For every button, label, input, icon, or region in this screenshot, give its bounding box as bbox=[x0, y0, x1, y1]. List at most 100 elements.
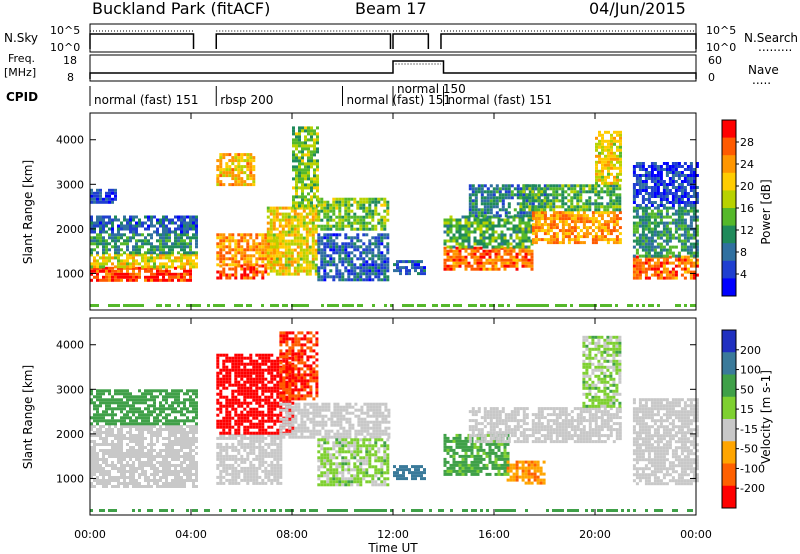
heatmap-cell bbox=[558, 217, 562, 221]
heatmap-cell bbox=[183, 470, 186, 473]
heatmap-cell bbox=[665, 276, 669, 280]
heatmap-cell bbox=[305, 224, 309, 228]
heatmap-cell bbox=[350, 224, 354, 228]
heatmap-cell bbox=[222, 273, 226, 277]
heatmap-cell bbox=[597, 193, 601, 197]
cpid-entry: normal (fast) 151 bbox=[94, 93, 198, 107]
heatmap-cell bbox=[323, 251, 327, 255]
heatmap-cell bbox=[153, 455, 156, 458]
heatmap-cell bbox=[332, 251, 336, 255]
heatmap-cell bbox=[282, 304, 285, 307]
heatmap-cell bbox=[237, 177, 241, 181]
heatmap-cell bbox=[515, 242, 519, 246]
heatmap-cell bbox=[534, 235, 538, 239]
heatmap-cell bbox=[579, 220, 583, 224]
heatmap-cell bbox=[461, 236, 465, 240]
heatmap-cell bbox=[671, 233, 675, 237]
heatmap-cell bbox=[111, 461, 114, 464]
heatmap-cell bbox=[304, 168, 307, 172]
heatmap-cell bbox=[222, 171, 226, 175]
heatmap-cell bbox=[555, 187, 559, 191]
heatmap-cell bbox=[147, 410, 150, 414]
heatmap-cell bbox=[567, 223, 571, 227]
heatmap-cell bbox=[647, 206, 651, 210]
heatmap-cell bbox=[347, 278, 351, 282]
heatmap-cell bbox=[195, 431, 198, 434]
heatmap-cell bbox=[195, 476, 198, 479]
heatmap-cell bbox=[446, 230, 450, 234]
heatmap-cell bbox=[468, 199, 472, 203]
heatmap-cell bbox=[102, 470, 105, 473]
heatmap-cell bbox=[162, 275, 165, 279]
heatmap-cell bbox=[228, 267, 232, 271]
heatmap-cell bbox=[174, 401, 177, 405]
heatmap-cell bbox=[601, 148, 604, 152]
near-range-strip bbox=[90, 304, 696, 307]
heatmap-cell bbox=[144, 262, 147, 266]
heatmap-cell bbox=[506, 242, 510, 246]
heatmap-cell bbox=[686, 236, 690, 240]
heatmap-region bbox=[90, 389, 198, 426]
heatmap-cell bbox=[138, 239, 141, 243]
heatmap-cell bbox=[534, 214, 538, 218]
heatmap-cell bbox=[159, 431, 162, 434]
heatmap-cell bbox=[138, 233, 141, 237]
heatmap-cell bbox=[674, 254, 678, 258]
heatmap-cell bbox=[692, 174, 696, 177]
heatmap-cell bbox=[301, 129, 304, 133]
heatmap-cell bbox=[527, 258, 531, 262]
heatmap-cell bbox=[671, 236, 675, 240]
heatmap-cell bbox=[165, 449, 168, 452]
heatmap-cell bbox=[326, 233, 330, 237]
heatmap-cell bbox=[171, 452, 174, 455]
heatmap-cell bbox=[276, 263, 280, 267]
heatmap-cell bbox=[108, 419, 111, 423]
heatmap-cell bbox=[347, 218, 351, 222]
heatmap-cell bbox=[386, 251, 390, 255]
heatmap-cell bbox=[647, 192, 651, 195]
heatmap-cell bbox=[162, 242, 165, 246]
heatmap-cell bbox=[671, 245, 675, 249]
heatmap-cell bbox=[114, 236, 117, 240]
heatmap-cell bbox=[138, 473, 141, 476]
heatmap-cell bbox=[144, 485, 147, 488]
heatmap-cell bbox=[195, 253, 198, 257]
heatmap-cell bbox=[237, 233, 241, 237]
heatmap-cell bbox=[102, 425, 105, 428]
heatmap-cell bbox=[680, 221, 684, 225]
heatmap-cell bbox=[105, 407, 108, 411]
heatmap-cell bbox=[99, 218, 102, 222]
heatmap-cell bbox=[108, 278, 111, 282]
heatmap-cell bbox=[677, 218, 681, 222]
heatmap-cell bbox=[677, 221, 681, 225]
heatmap-region bbox=[632, 162, 699, 207]
heatmap-cell bbox=[600, 202, 604, 206]
heatmap-cell bbox=[162, 224, 165, 228]
heatmap-cell bbox=[540, 190, 544, 194]
heatmap-cell bbox=[476, 224, 480, 228]
heatmap-cell bbox=[371, 278, 375, 282]
heatmap-cell bbox=[126, 239, 129, 243]
heatmap-cell bbox=[144, 275, 147, 279]
heatmap-cell bbox=[302, 221, 306, 225]
heatmap-cell bbox=[483, 199, 487, 203]
heatmap-cell bbox=[168, 428, 171, 431]
heatmap-cell bbox=[674, 171, 678, 174]
heatmap-cell bbox=[156, 467, 159, 470]
heatmap-cell bbox=[310, 198, 313, 202]
heatmap-cell bbox=[579, 193, 583, 197]
heatmap-cell bbox=[183, 227, 186, 231]
heatmap-cell bbox=[120, 398, 123, 402]
heatmap-cell bbox=[579, 205, 583, 209]
heatmap-cell bbox=[362, 206, 366, 210]
heatmap-cell bbox=[261, 260, 265, 264]
heatmap-cell bbox=[644, 273, 648, 277]
heatmap-cell bbox=[135, 458, 138, 461]
heatmap-cell bbox=[458, 249, 462, 253]
heatmap-cell bbox=[638, 261, 642, 265]
heatmap-cell bbox=[606, 304, 609, 307]
heatmap-cell bbox=[120, 476, 123, 479]
heatmap-cell bbox=[677, 195, 681, 198]
heatmap-cell bbox=[671, 218, 675, 222]
heatmap-cell bbox=[278, 251, 282, 255]
